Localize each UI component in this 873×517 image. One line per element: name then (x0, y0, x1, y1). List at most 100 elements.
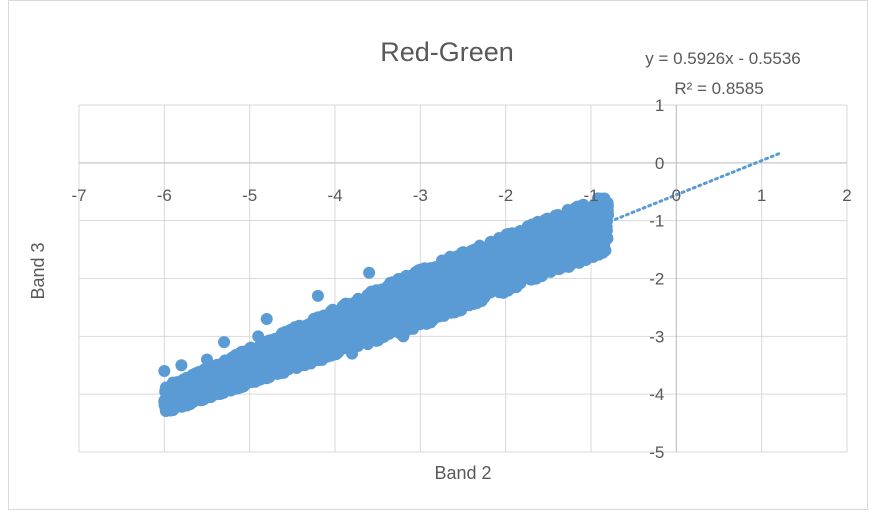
x-tick-label: 1 (757, 186, 766, 205)
trendline-equation: y = 0.5926x - 0.5536 (645, 49, 800, 68)
data-point (158, 365, 171, 378)
data-point (205, 382, 218, 395)
data-point (218, 336, 231, 349)
data-point (262, 344, 275, 357)
trendline-r2: R² = 0.8585 (674, 79, 763, 98)
data-point (249, 371, 262, 384)
data-point (550, 220, 563, 233)
data-point (200, 369, 213, 382)
data-point (484, 271, 497, 284)
x-tick-label: 0 (672, 186, 681, 205)
data-point (554, 262, 567, 275)
data-point (293, 359, 306, 372)
data-point (563, 211, 576, 224)
data-point (216, 382, 229, 395)
data-point (238, 352, 251, 365)
data-point (341, 308, 354, 321)
data-point (556, 253, 569, 266)
data-point (501, 228, 514, 241)
y-tick-label: -2 (649, 270, 664, 289)
data-point (333, 317, 346, 330)
x-tick-label: -4 (327, 186, 342, 205)
data-point (376, 313, 389, 326)
y-tick-label: 1 (655, 96, 664, 115)
y-tick-label: -1 (649, 212, 664, 231)
data-point (178, 386, 191, 399)
data-point (369, 331, 382, 344)
data-point (448, 251, 461, 264)
data-point (455, 301, 468, 314)
data-point (210, 358, 223, 371)
data-point (536, 265, 549, 278)
data-point (314, 353, 327, 366)
data-point (504, 248, 517, 261)
data-point (437, 309, 450, 322)
axes (79, 105, 847, 452)
scatter-chart: -7 -6 -5 -4 -3 -2 -1 0 1 2-5-4-3-2-101 Red-Green … (28, 37, 852, 483)
data-point (367, 303, 380, 316)
data-point (504, 271, 517, 284)
x-axis-title: Band 2 (434, 463, 491, 483)
y-axis-title: Band 3 (28, 242, 48, 299)
data-point (596, 224, 609, 237)
data-point (536, 236, 549, 249)
x-tick-label: -2 (498, 186, 513, 205)
data-point (457, 250, 470, 263)
data-point (591, 195, 604, 208)
data-point (425, 303, 438, 316)
data-point (271, 357, 284, 370)
data-point (294, 328, 307, 341)
data-point (395, 313, 408, 326)
data-point (426, 292, 439, 305)
data-point (281, 361, 294, 374)
data-point (600, 197, 613, 210)
data-point (564, 221, 577, 234)
x-tick-label: -1 (583, 186, 598, 205)
data-point (423, 268, 436, 281)
x-tick-label: -5 (242, 186, 257, 205)
data-point (325, 349, 338, 362)
data-point (331, 305, 344, 318)
trendline-group (162, 152, 781, 402)
data-point (467, 284, 480, 297)
data-point (475, 260, 488, 273)
data-point (175, 359, 188, 372)
y-tick-label: -3 (649, 327, 664, 346)
data-point (584, 229, 597, 242)
data-point (527, 263, 540, 276)
chart-area: -7 -6 -5 -4 -3 -2 -1 0 1 2 -5 -4 -3 -2 -1 0 1 Red-Green … (8, 0, 868, 510)
data-point (580, 207, 593, 220)
chart-title: Red-Green (380, 37, 514, 67)
data-point (220, 354, 233, 367)
trendline (162, 152, 781, 402)
y-tick-label: -4 (649, 385, 664, 404)
y-tick-label: -5 (649, 443, 664, 462)
data-point (414, 318, 427, 331)
data-point (526, 243, 539, 256)
data-point (326, 332, 339, 345)
y-tick-label: 0 (655, 154, 664, 173)
data-point (573, 250, 586, 263)
data-point (357, 324, 370, 337)
data-point (168, 381, 181, 394)
data-point (389, 293, 402, 306)
data-point (290, 350, 303, 363)
data-point (311, 289, 324, 302)
data-point (437, 270, 450, 283)
data-point (276, 327, 289, 340)
x-tick-label: -3 (413, 186, 428, 205)
x-tick-label: -7 (71, 186, 86, 205)
data-point (495, 284, 508, 297)
data-point (394, 280, 407, 293)
tick-labels: -7 -6 -5 -4 -3 -2 -1 0 1 2 -5 -4 -3 -2 -1 0 1 (71, 96, 851, 462)
x-tick-label: 2 (842, 186, 851, 205)
data-point (306, 345, 319, 358)
data-point (587, 242, 600, 255)
x-tick-label: -6 (157, 186, 172, 205)
data-point (479, 249, 492, 262)
data-point (170, 399, 183, 412)
data-point (351, 340, 364, 353)
data-point (519, 226, 532, 239)
data-point (444, 286, 457, 299)
data-point (193, 378, 206, 391)
